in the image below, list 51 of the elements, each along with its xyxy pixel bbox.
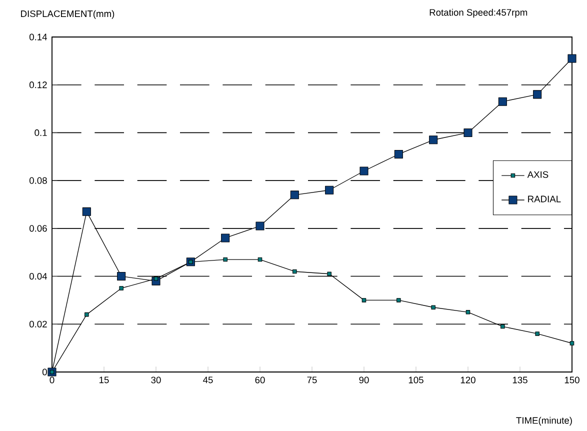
y-tick-label: 0.1 [34, 129, 47, 136]
point [394, 150, 403, 159]
y-axis-title: DISPLACEMENT(mm) [21, 10, 114, 19]
point [431, 305, 436, 310]
point [464, 128, 472, 137]
point [360, 166, 368, 176]
point [362, 298, 366, 302]
point [327, 272, 332, 276]
point [500, 324, 505, 329]
y-tick-label: 0.02 [29, 320, 47, 328]
point [396, 298, 401, 302]
x-tick-label: 45 [203, 376, 213, 384]
point [188, 260, 193, 264]
y-tick-label: 0.08 [29, 177, 47, 184]
point [535, 332, 540, 336]
point [466, 310, 470, 314]
x-tick-label: 75 [307, 376, 317, 384]
point [84, 312, 89, 317]
point [119, 286, 124, 290]
y-tick-label: 0.04 [29, 272, 48, 280]
x-axis-title: TIME(minute) [516, 416, 572, 426]
chart-title: Rotation Speed:457rpm [430, 8, 528, 18]
x-tick-label: 30 [151, 376, 161, 384]
point [533, 90, 542, 99]
x-tick-label: 0 [50, 376, 54, 384]
legend-label: AXIS [527, 171, 548, 178]
x-tick-label: 135 [512, 376, 528, 384]
y-tick-label: 0.14 [29, 34, 48, 40]
point [82, 207, 91, 216]
legend-label: RADIAL [528, 196, 561, 202]
point [570, 341, 574, 346]
y-tick-label: 0 [42, 368, 47, 376]
y-tick-label: 0.06 [29, 225, 47, 232]
x-tick-label: 105 [408, 376, 424, 384]
point [117, 272, 126, 281]
point [223, 257, 228, 262]
point [325, 186, 334, 194]
y-tick-label: 0.12 [29, 82, 47, 88]
x-tick-label: 90 [359, 376, 369, 384]
point [568, 54, 576, 63]
point [221, 234, 230, 242]
x-tick-label: 120 [460, 376, 476, 384]
point [498, 97, 507, 106]
x-tick-label: 60 [255, 376, 265, 384]
x-tick-label: 150 [564, 376, 580, 384]
point [154, 276, 158, 281]
point [256, 222, 264, 230]
point [290, 190, 299, 200]
x-tick-label: 15 [100, 376, 109, 384]
point [429, 136, 438, 144]
point [292, 269, 297, 274]
